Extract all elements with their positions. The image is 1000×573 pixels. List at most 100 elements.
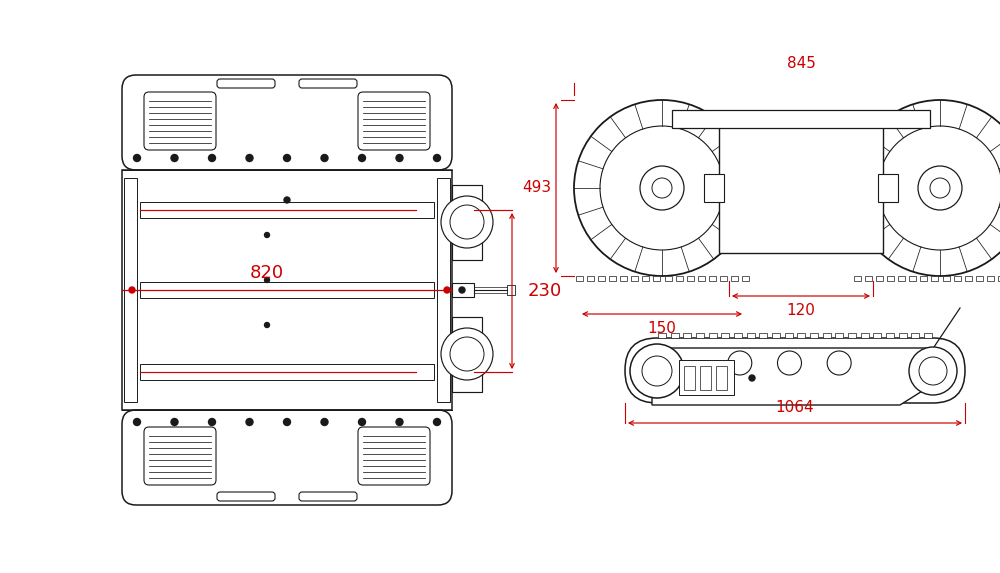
Circle shape bbox=[396, 418, 403, 426]
Bar bbox=[709, 276, 716, 281]
Bar bbox=[898, 276, 905, 281]
Circle shape bbox=[441, 196, 493, 248]
Bar bbox=[848, 333, 856, 338]
Bar bbox=[124, 178, 137, 402]
Bar bbox=[854, 276, 861, 281]
Text: 150: 150 bbox=[648, 321, 676, 336]
Bar bbox=[587, 276, 594, 281]
Bar bbox=[452, 317, 482, 392]
Bar bbox=[873, 333, 881, 338]
Bar bbox=[785, 333, 793, 338]
Circle shape bbox=[434, 418, 440, 426]
Bar bbox=[620, 276, 627, 281]
Bar bbox=[909, 276, 916, 281]
Circle shape bbox=[909, 347, 957, 395]
Bar bbox=[987, 276, 994, 281]
Bar bbox=[672, 110, 930, 128]
Circle shape bbox=[642, 356, 672, 386]
Circle shape bbox=[264, 233, 270, 237]
Circle shape bbox=[284, 197, 290, 203]
Bar bbox=[734, 333, 742, 338]
Circle shape bbox=[652, 178, 672, 198]
Bar bbox=[731, 276, 738, 281]
Circle shape bbox=[444, 287, 450, 293]
Circle shape bbox=[396, 155, 403, 162]
Circle shape bbox=[284, 155, 290, 162]
Text: 230: 230 bbox=[528, 282, 562, 300]
Bar bbox=[976, 276, 983, 281]
Bar bbox=[759, 333, 767, 338]
Circle shape bbox=[321, 155, 328, 162]
Bar bbox=[797, 333, 805, 338]
Bar bbox=[698, 276, 705, 281]
Circle shape bbox=[171, 155, 178, 162]
Circle shape bbox=[919, 357, 947, 385]
Text: 845: 845 bbox=[787, 56, 815, 71]
Circle shape bbox=[777, 351, 801, 375]
Bar bbox=[920, 276, 927, 281]
Circle shape bbox=[450, 337, 484, 371]
Bar bbox=[683, 333, 691, 338]
Bar bbox=[876, 276, 883, 281]
Text: 820: 820 bbox=[250, 264, 284, 282]
Circle shape bbox=[630, 344, 684, 398]
Circle shape bbox=[930, 178, 950, 198]
Bar bbox=[140, 282, 434, 298]
Bar bbox=[679, 360, 734, 395]
Circle shape bbox=[321, 418, 328, 426]
Bar bbox=[642, 276, 649, 281]
Bar bbox=[721, 333, 729, 338]
Bar bbox=[687, 276, 694, 281]
Circle shape bbox=[827, 351, 851, 375]
Polygon shape bbox=[652, 348, 935, 405]
Circle shape bbox=[358, 155, 366, 162]
Circle shape bbox=[284, 418, 290, 426]
Bar bbox=[772, 333, 780, 338]
Bar bbox=[742, 276, 749, 281]
Bar bbox=[609, 276, 616, 281]
Bar bbox=[507, 285, 515, 295]
Circle shape bbox=[208, 418, 216, 426]
Bar bbox=[931, 276, 938, 281]
Bar bbox=[911, 333, 919, 338]
Bar bbox=[452, 185, 482, 260]
Bar bbox=[716, 366, 727, 390]
Bar bbox=[899, 333, 907, 338]
Circle shape bbox=[459, 287, 465, 293]
Circle shape bbox=[434, 155, 440, 162]
Circle shape bbox=[171, 418, 178, 426]
Bar bbox=[998, 276, 1000, 281]
Bar bbox=[576, 276, 583, 281]
Circle shape bbox=[918, 166, 962, 210]
Bar bbox=[924, 333, 932, 338]
Circle shape bbox=[574, 100, 750, 276]
Circle shape bbox=[134, 155, 140, 162]
Bar bbox=[704, 174, 724, 202]
Bar bbox=[943, 276, 950, 281]
Circle shape bbox=[358, 418, 366, 426]
Circle shape bbox=[878, 126, 1000, 250]
Circle shape bbox=[264, 323, 270, 328]
Bar bbox=[665, 276, 672, 281]
Bar bbox=[676, 276, 683, 281]
Bar bbox=[810, 333, 818, 338]
Bar bbox=[954, 276, 961, 281]
Circle shape bbox=[749, 375, 755, 381]
Bar bbox=[452, 283, 474, 297]
Circle shape bbox=[640, 166, 684, 210]
Circle shape bbox=[246, 418, 253, 426]
Text: 1064: 1064 bbox=[776, 400, 814, 415]
Bar bbox=[437, 178, 450, 402]
Bar bbox=[865, 276, 872, 281]
Bar bbox=[835, 333, 843, 338]
Bar bbox=[140, 202, 434, 218]
Circle shape bbox=[728, 351, 752, 375]
Bar bbox=[719, 123, 883, 253]
Circle shape bbox=[450, 205, 484, 239]
Circle shape bbox=[246, 155, 253, 162]
Bar bbox=[122, 170, 452, 410]
Bar bbox=[653, 276, 660, 281]
Bar bbox=[861, 333, 869, 338]
Bar bbox=[631, 276, 638, 281]
Bar bbox=[598, 276, 605, 281]
